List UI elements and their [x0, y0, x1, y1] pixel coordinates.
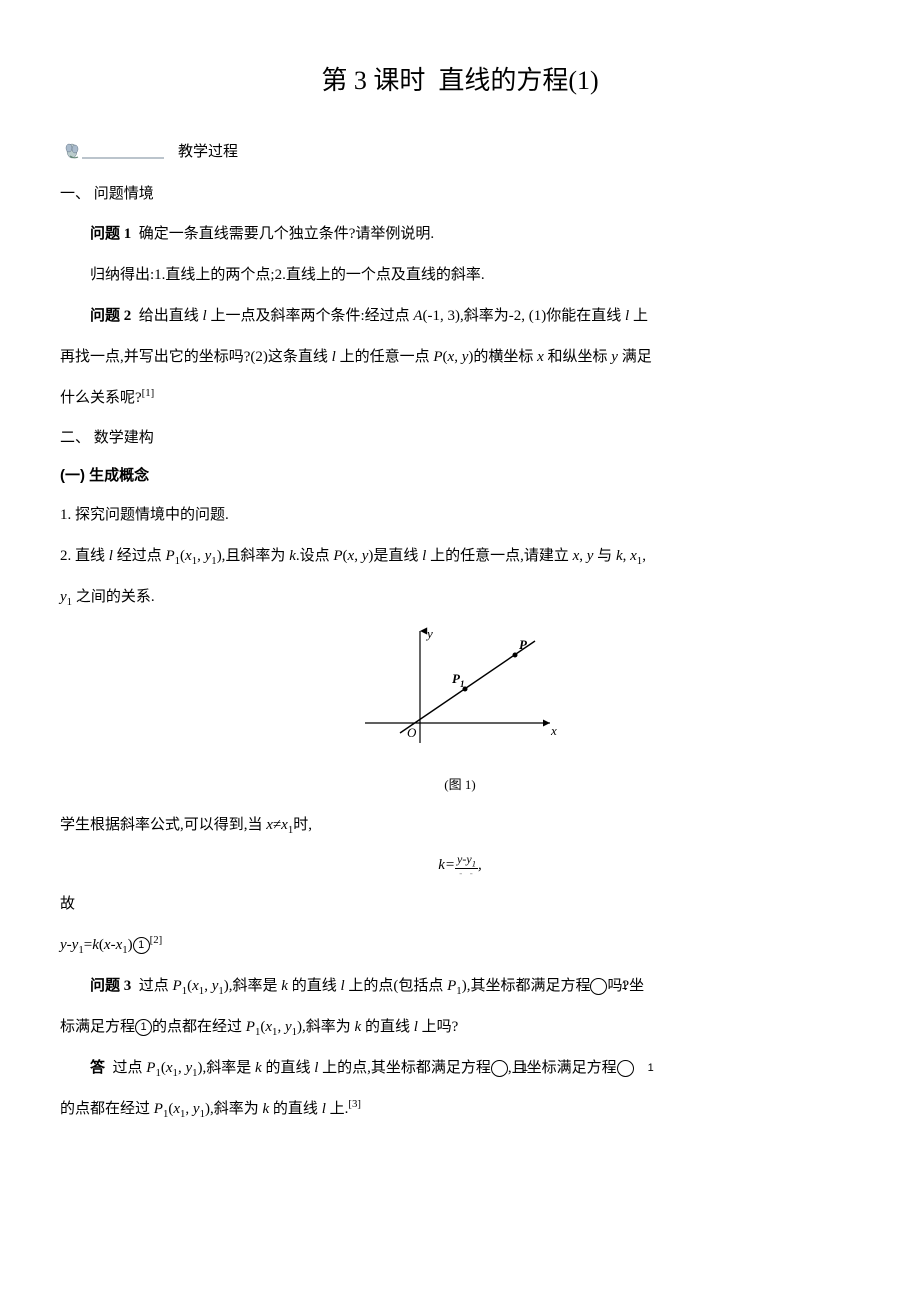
y-axis-label: y	[425, 626, 433, 641]
figure-1-caption: (图 1)	[60, 769, 860, 800]
item-1: 1. 探究问题情境中的问题.	[60, 496, 860, 535]
item-2-line2: y1 之间的关系.	[60, 578, 860, 617]
origin-label: O	[407, 725, 417, 740]
derive-line: 学生根据斜率公式,可以得到,当 x≠x1时,	[60, 806, 860, 845]
page-title: 第 3 课时 直线的方程(1)	[60, 60, 860, 102]
q3-label: 问题 3	[90, 978, 131, 994]
footnote-2: [2]	[150, 934, 163, 946]
summary-line: 归纳得出:1.直线上的两个点;2.直线上的一个点及直线的斜率.	[60, 256, 860, 295]
q2-line2: 再找一点,并写出它的坐标吗?(2)这条直线 l 上的任意一点 P(x, y)的横…	[60, 338, 860, 377]
q1-text: 确定一条直线需要几个独立条件?请举例说明.	[139, 226, 434, 242]
q2-text-a: 给出直线 l 上一点及斜率两个条件:经过点 A(-1, 3),斜率为-2, (1…	[139, 308, 648, 324]
point-p-label: P	[519, 637, 528, 652]
item-2: 2. 直线 l 经过点 P1(x1, y1),且斜率为 k.设点 P(x, y)…	[60, 537, 860, 576]
subsection-heading: (一) 生成概念	[60, 459, 860, 492]
equation-line: y-y1=k(x-x1)1[2]	[60, 926, 860, 965]
question-2: 问题 2 给出直线 l 上一点及斜率两个条件:经过点 A(-1, 3),斜率为-…	[60, 297, 860, 336]
q2-label: 问题 2	[90, 308, 131, 324]
answer-label: 答	[90, 1060, 105, 1076]
footnote-3: [3]	[348, 1098, 361, 1110]
section-1-heading: 一、 问题情境	[60, 178, 860, 211]
answer-line2: 的点都在经过 P1(x1, y1),斜率为 k 的直线 l 上.[3]	[60, 1090, 860, 1129]
question-1: 问题 1 确定一条直线需要几个独立条件?请举例说明.	[60, 215, 860, 254]
answer: 答 过点 P1(x1, y1),斜率是 k 的直线 l 上的点,其坐标都满足方程…	[60, 1049, 860, 1088]
footnote-1: [1]	[142, 387, 155, 399]
teach-process-label: 教学过程	[178, 132, 238, 170]
flower-icon	[60, 140, 170, 162]
question-3: 问题 3 过点 P1(x1, y1),斜率是 k 的直线 l 上的点(包括点 P…	[60, 967, 860, 1006]
q3-line2: 标满足方程1的点都在经过 P1(x1, y1),斜率为 k 的直线 l 上吗?	[60, 1008, 860, 1047]
figure-1: y x O P P1	[60, 623, 860, 767]
equation-k: k=y-y1- -,	[60, 847, 860, 883]
q2-line3: 什么关系呢?[1]	[60, 379, 860, 418]
point-p1-label: P1	[452, 671, 464, 689]
q1-label: 问题 1	[90, 226, 131, 242]
title-main: 直线的方程(1)	[438, 66, 598, 95]
title-prefix: 第 3 课时	[321, 66, 425, 95]
section-2-heading: 二、 数学建构	[60, 422, 860, 455]
x-axis-label: x	[550, 723, 557, 738]
circled-1: 1	[133, 937, 150, 954]
therefore: 故	[60, 885, 860, 924]
teach-header: 教学过程	[60, 132, 860, 170]
